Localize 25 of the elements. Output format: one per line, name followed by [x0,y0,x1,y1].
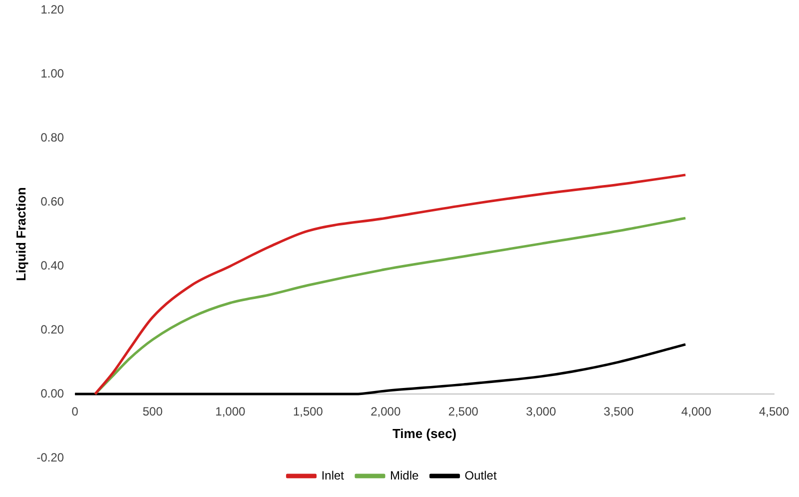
x-tick-label: 0 [72,404,79,419]
y-tick-label: 0.60 [40,194,64,208]
x-tick-label: 500 [142,404,163,419]
x-tick-label: 3,000 [526,404,556,419]
x-tick-label: 1,000 [215,404,246,419]
y-tick-label: 0.80 [40,130,64,144]
x-tick-label: 2,500 [448,404,479,419]
y-tick-label: 0.40 [40,258,64,272]
y-tick-label: 1.00 [40,66,64,80]
legend-label: Inlet [321,468,345,482]
x-axis-title: Time (sec) [392,426,457,441]
x-tick-label: 4,000 [681,404,712,419]
y-tick-label: 1.20 [40,2,64,17]
x-tick-label: 4,500 [758,404,790,419]
y-axis-title: Liquid Fraction [13,187,28,282]
line-series [74,343,687,396]
legend-label: Outlet [464,468,498,482]
x-tick-label: 2,000 [370,404,401,419]
y-tick-label: 0.00 [40,386,64,400]
x-tick-label: 3,500 [604,404,634,419]
line-series [94,174,687,396]
y-tick-label: -0.20 [36,450,64,464]
x-tick-label: 1,500 [292,404,324,419]
legend-label: Midle [390,468,419,482]
y-tick-label: 0.20 [40,322,64,336]
